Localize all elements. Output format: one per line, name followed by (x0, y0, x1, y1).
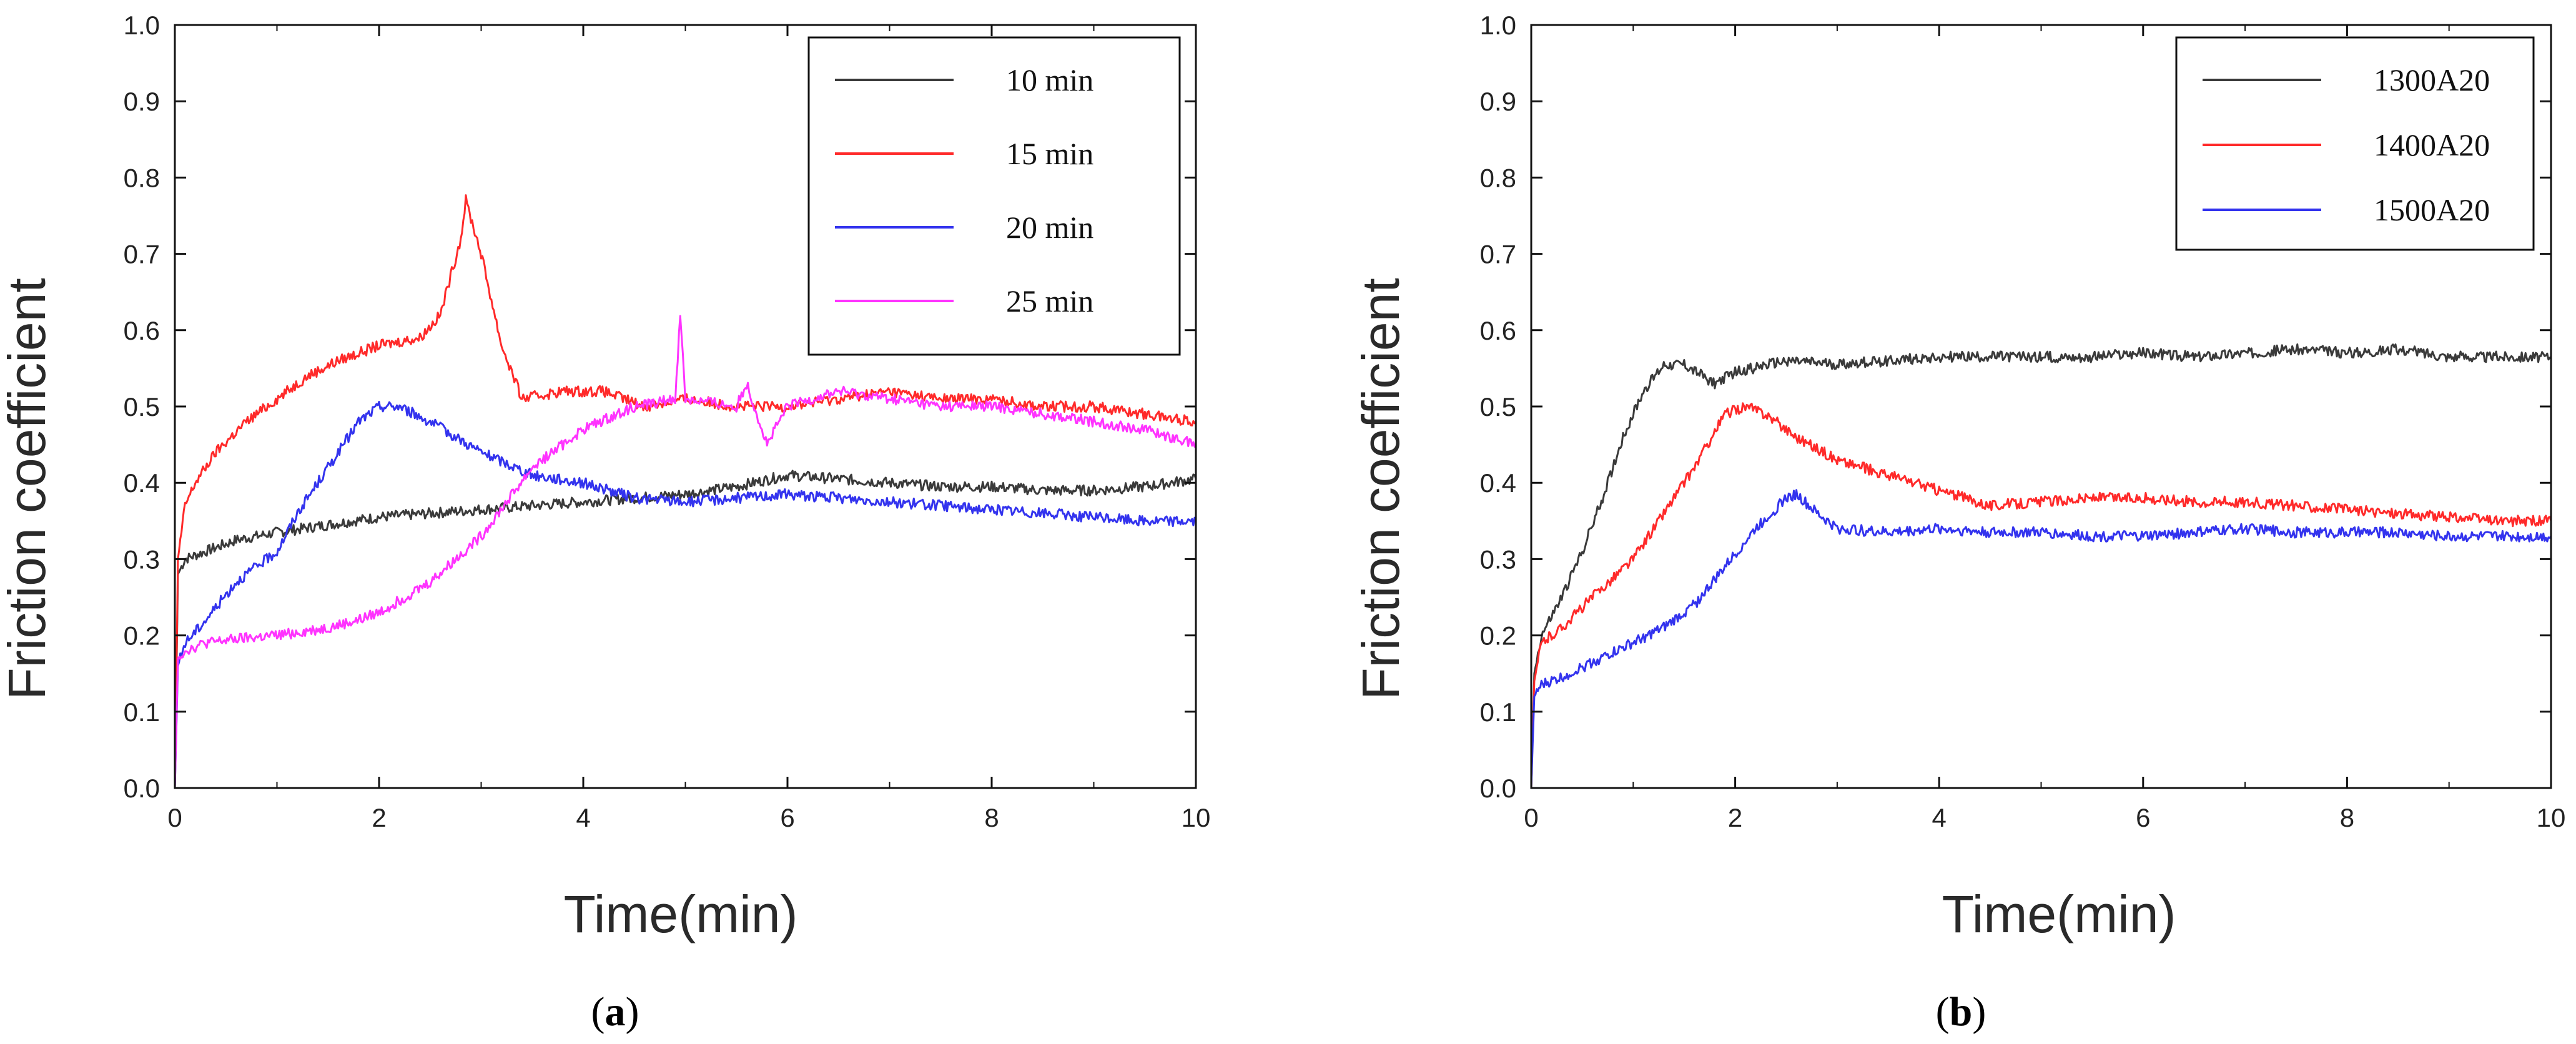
panel-b-series-line-2 (1530, 402, 2552, 789)
panel-b-legend-label: 1400A20 (2374, 127, 2490, 162)
panel-b-x-tick-label: 8 (2340, 803, 2354, 832)
panel-a-legend-label: 10 min (1006, 62, 1093, 97)
caption-b-close: ) (1972, 989, 1986, 1035)
caption-b: (b) (1936, 989, 1986, 1035)
panel-a-y-tick-label: 0.2 (124, 621, 160, 651)
caption-b-label: b (1950, 989, 1973, 1035)
panel-a-x-tick-label: 0 (167, 803, 182, 832)
caption-a-close: ) (626, 989, 639, 1035)
panel-b-x-tick-label: 10 (2537, 803, 2566, 832)
panel-a-y-tick-label: 0.6 (124, 316, 160, 345)
caption-a-label: a (605, 989, 626, 1035)
panel-a-y-tick-label: 0.7 (124, 240, 160, 269)
panel-a-x-tick-label: 8 (984, 803, 999, 832)
panel-b-y-tick-label: 0.7 (1480, 240, 1516, 269)
caption-a: (a) (591, 989, 639, 1035)
panel-a-y-tick-label: 0.4 (124, 468, 160, 498)
panel-a-y-tick-label: 0.9 (124, 87, 160, 116)
caption-a-open: ( (591, 989, 605, 1035)
panel-b-series-layer (1530, 343, 2552, 789)
panel-b-legend-label: 1500A20 (2374, 192, 2490, 227)
panel-a-y-axis-title: Friction coefficient (0, 278, 56, 699)
panel-a-y-tick-label: 0.0 (124, 774, 160, 803)
panel-b-series-line-1 (1530, 343, 2552, 789)
panel-b-y-tick-label: 0.2 (1480, 621, 1516, 651)
panel-a-series-line-4 (174, 315, 1197, 789)
panel-a-y-tick-label: 0.1 (124, 697, 160, 727)
panel-a-x-tick-label: 4 (576, 803, 590, 832)
panel-a-series-line-3 (174, 400, 1197, 789)
panel-b-x-tick-label: 2 (1728, 803, 1742, 832)
panel-b-y-tick-label: 0.1 (1480, 697, 1516, 727)
panel-a-ticks: 0 2 4 6 8 10 0.0 0.1 0.2 0.3 0.4 0.5 0.6 0.7 0.8 0.9 1.0 (124, 11, 1211, 832)
panel-a-legend-label: 20 min (1006, 210, 1093, 245)
panel-a-x-tick-label: 6 (780, 803, 794, 832)
panel-a-series-layer (174, 194, 1197, 789)
panel-b-x-tick-label: 0 (1524, 803, 1538, 832)
panel-b-y-axis-title: Friction coefficient (1351, 278, 1410, 699)
caption-b-open: ( (1936, 989, 1950, 1035)
panel-a-series-line-1 (174, 470, 1197, 789)
panel-a-x-axis-title: Time(min) (564, 885, 798, 943)
panel-b-y-tick-label: 1.0 (1480, 11, 1516, 40)
panel-a-y-tick-label: 0.5 (124, 392, 160, 421)
panel-a-x-tick-label: 2 (372, 803, 386, 832)
panel-a-legend: 10 min 15 min 20 min 25 min (807, 36, 1181, 356)
panel-b-legend-label: 1300A20 (2374, 62, 2490, 97)
panel-b-x-tick-label: 4 (1932, 803, 1947, 832)
panel-b-chart: 0 2 4 6 8 10 0.0 0.1 0.2 0.3 0.4 0.5 0.6 0.7 0.8 0.9 1.0… (1351, 11, 2565, 943)
panel-a-y-tick-label: 0.8 (124, 163, 160, 192)
panel-b-series-line-3 (1530, 489, 2552, 789)
panel-a-chart: 0 2 4 6 8 10 0.0 0.1 0.2 0.3 0.4 0.5 0.6 0.7 0.8 0.9 1.0… (0, 11, 1210, 943)
panel-b-legend: 1300A20 1400A20 1500A20 (2175, 36, 2535, 251)
panel-b-y-tick-label: 0.5 (1480, 392, 1516, 421)
panel-b-y-tick-label: 0.4 (1480, 468, 1516, 498)
panel-b-y-tick-label: 0.8 (1480, 163, 1516, 192)
panel-a-legend-label: 15 min (1006, 136, 1093, 171)
panel-b-y-tick-label: 0.9 (1480, 87, 1516, 116)
panel-b-y-tick-label: 0.3 (1480, 544, 1516, 574)
panel-b-y-tick-label: 0.6 (1480, 316, 1516, 345)
panel-a-legend-label: 25 min (1006, 283, 1093, 318)
panel-b-y-tick-label: 0.0 (1480, 774, 1516, 803)
panel-a-legend-box (807, 36, 1181, 356)
panel-b-x-axis-title: Time(min) (1942, 885, 2176, 943)
panel-b-ticks: 0 2 4 6 8 10 0.0 0.1 0.2 0.3 0.4 0.5 0.6 0.7 0.8 0.9 1.0 (1480, 11, 2566, 832)
panel-a-y-tick-label: 1.0 (124, 11, 160, 40)
panel-a-y-tick-label: 0.3 (124, 544, 160, 574)
panel-a-x-tick-label: 10 (1182, 803, 1211, 832)
panel-b-x-tick-label: 6 (2136, 803, 2150, 832)
